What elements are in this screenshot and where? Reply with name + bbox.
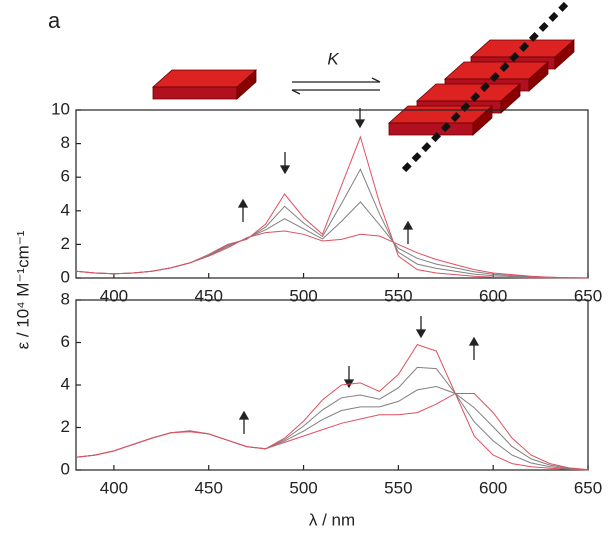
x-tick-label: 450 [195,478,223,497]
monomer-icon [151,69,258,100]
y-tick-label: 10 [51,99,70,118]
x-tick-label: 650 [574,286,602,305]
trend-arrows [237,108,480,434]
x-tick-label: 550 [384,478,412,497]
y-tick-label: 6 [61,167,70,186]
y-tick-label: 8 [61,133,70,152]
spectrum-line [75,135,588,279]
y-axis-label: ε / 10⁴ M⁻¹cm⁻¹ [13,230,32,349]
x-tick-label: 450 [195,286,223,305]
plot-frame [75,299,589,471]
x-tick-label: 500 [289,286,317,305]
spectrum-line [75,344,589,471]
y-tick-label: 2 [61,417,70,436]
x-tick-label: 550 [384,286,412,305]
spectrum-line [75,393,589,471]
spectrum-line [75,168,589,279]
spectrum-line [75,366,589,471]
x-tick-label: 600 [479,478,507,497]
panel-label: a [48,8,61,33]
x-tick-label: 400 [100,478,128,497]
y-tick-label: 0 [61,267,70,286]
x-tick-label: 650 [574,478,602,497]
x-tick-label: 400 [100,286,128,305]
equilibrium-arrows [291,77,381,95]
y-tick-label: 4 [61,374,70,393]
plot-frame [75,109,589,279]
x-tick-label: 600 [479,286,507,305]
y-tick-label: 0 [61,459,70,478]
y-tick-label: 2 [61,234,70,253]
y-tick-label: 8 [61,289,70,308]
y-tick-label: 4 [61,200,70,219]
aggregate-icon [387,1,576,173]
y-tick-label: 6 [61,332,70,351]
spectrum-line [75,385,589,471]
equilibrium-label: K [327,49,339,68]
x-tick-label: 500 [289,478,317,497]
x-axis-label: λ / nm [309,510,355,529]
spectrum-line [75,230,589,279]
